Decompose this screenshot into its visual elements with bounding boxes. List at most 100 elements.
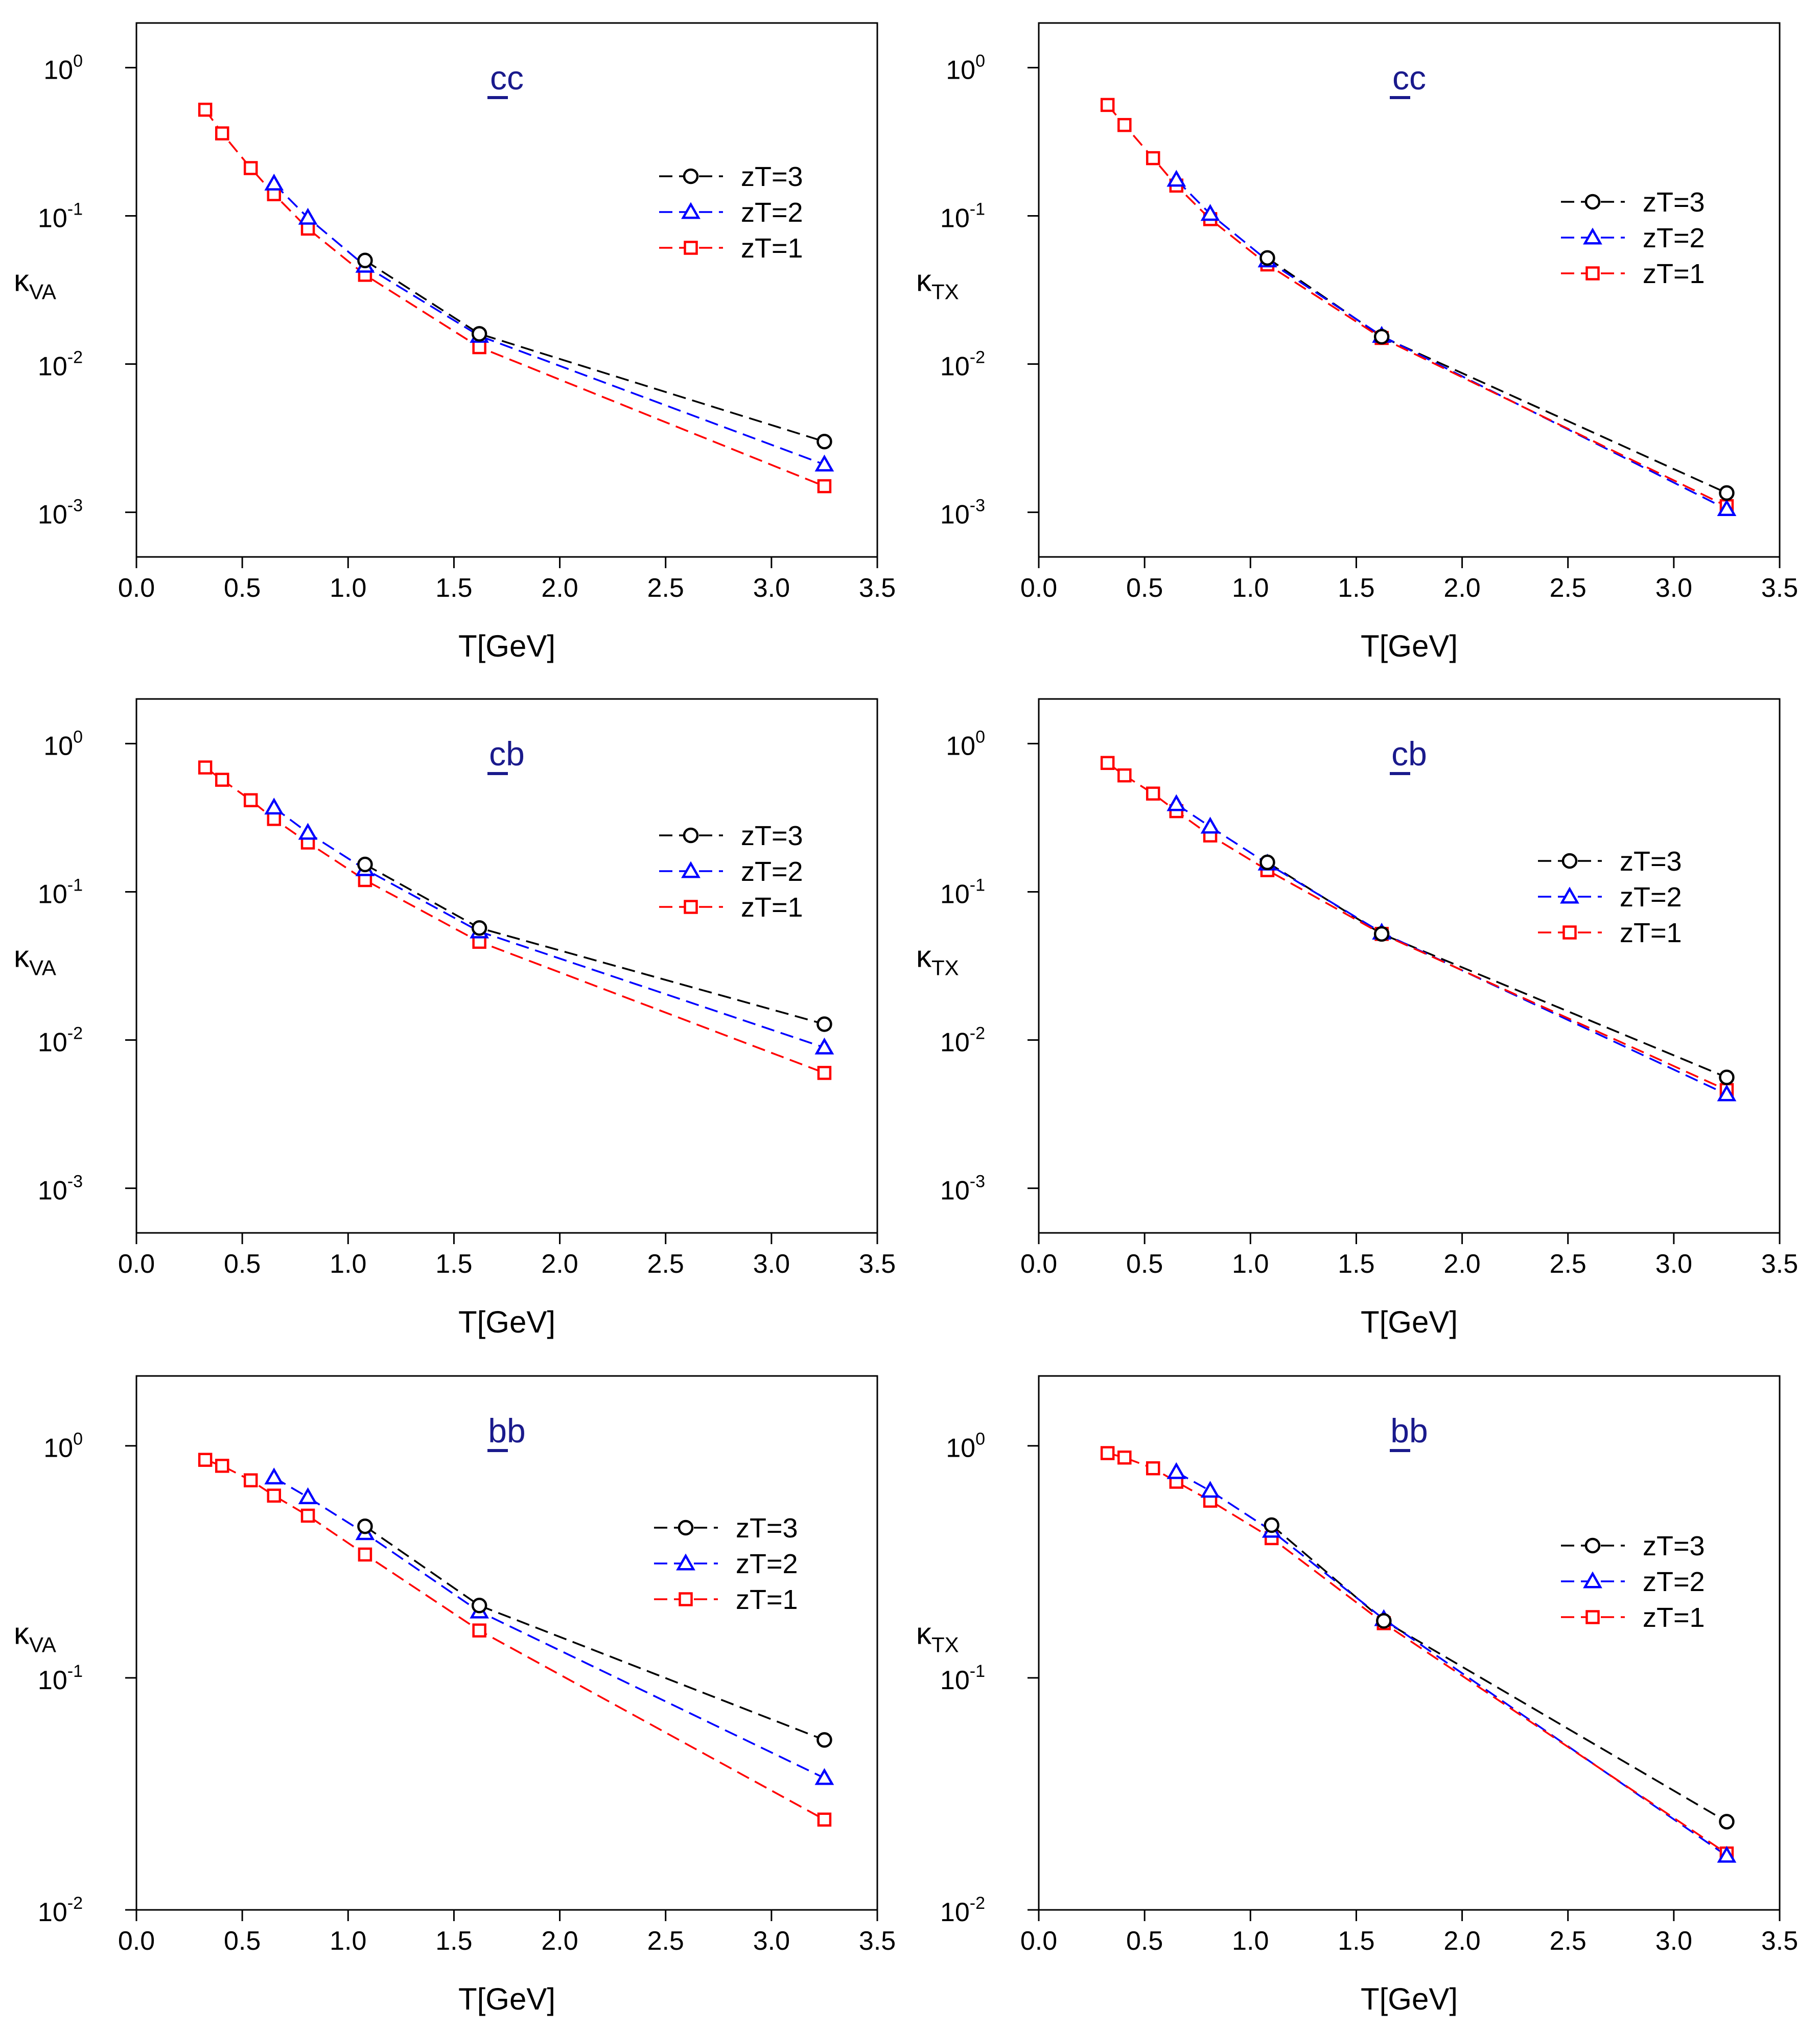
y-tick-exponent: -2: [67, 348, 83, 367]
y-axis-label: κVA: [14, 1617, 56, 1657]
y-axis-kappa: κ: [916, 940, 932, 974]
y-tick-base: 10: [946, 55, 975, 85]
chart-panel-tx-cb: 0.0 0.5 1.0 1.5 2.0 2.5 3.0 3.510-310-210-1100T…: [916, 698, 1798, 1339]
x-axis-label: T[GeV]: [458, 1305, 555, 1339]
y-tick-label: 10-2: [940, 1894, 985, 1927]
y-tick-exponent: -2: [67, 1024, 83, 1043]
data-point-zT=3: [1264, 1517, 1279, 1533]
x-tick-label: 1.5: [435, 1249, 472, 1279]
legend: zT=3 zT=2 zT=1: [1538, 846, 1682, 948]
x-tick-label: 2.5: [647, 1926, 684, 1956]
data-point-zT=1: [472, 340, 486, 355]
legend-marker: [678, 1520, 694, 1536]
x-tick-label: 2.0: [541, 1926, 578, 1956]
panel-title: bb: [488, 1412, 525, 1450]
x-tick-label: 3.0: [1655, 1249, 1692, 1279]
data-point-zT=2: [264, 173, 284, 191]
x-tick-label: 2.5: [1550, 1249, 1586, 1279]
plot-frame: [135, 22, 878, 558]
legend-marker: [683, 827, 699, 844]
x-tick-label: 2.0: [1443, 1249, 1480, 1279]
x-tick-label: 2.0: [1443, 573, 1480, 603]
legend-label: zT=2: [741, 197, 803, 228]
y-tick-base: 10: [940, 203, 970, 233]
data-point-zT=3: [471, 326, 487, 342]
x-axis-label: T[GeV]: [1361, 1982, 1458, 2016]
data-point-zT=1: [1100, 98, 1115, 112]
y-tick-label: 10-2: [38, 1024, 83, 1058]
x-tick-label: 2.5: [1550, 1926, 1586, 1956]
data-point-zT=3: [357, 1518, 373, 1534]
y-tick-base: 10: [38, 879, 67, 909]
x-tick-label: 0.5: [224, 1926, 261, 1956]
series-line-zT=3: [364, 260, 825, 442]
y-axis-label: κTX: [916, 1617, 959, 1657]
data-point-zT=2: [1200, 1481, 1220, 1498]
panel-title: bb: [1390, 1412, 1428, 1450]
data-point-zT=1: [198, 1453, 213, 1467]
panel-title: cb: [489, 735, 525, 773]
data-point-zT=2: [814, 1768, 834, 1785]
legend-marker: [679, 1592, 693, 1606]
panel-title-underlined: b: [1390, 1412, 1409, 1450]
y-tick-label: 100: [946, 51, 985, 85]
legend-label: zT=1: [741, 892, 803, 923]
x-tick-label: 3.5: [859, 573, 896, 603]
panel-title-underlined: c: [490, 59, 507, 97]
x-tick-label: 3.5: [1761, 573, 1798, 603]
data-point-zT=1: [215, 1459, 229, 1473]
x-tick-label: 2.5: [647, 573, 684, 603]
x-tick-label: 0.5: [1126, 573, 1163, 603]
legend: zT=3 zT=2 zT=1: [1561, 187, 1705, 289]
data-point-zT=1: [1117, 768, 1132, 783]
y-tick-exponent: 0: [73, 1430, 83, 1449]
series-line-zT=1: [204, 109, 825, 487]
data-point-zT=1: [215, 773, 229, 787]
data-point-zT=1: [1100, 1446, 1115, 1460]
x-tick-label: 1.0: [1232, 1926, 1269, 1956]
legend-label: zT=2: [1643, 223, 1705, 253]
data-point-zT=1: [1117, 118, 1132, 132]
panel-title-rest: b: [506, 735, 525, 773]
y-axis-subscript: VA: [29, 1633, 56, 1657]
panel-title-rest: c: [1409, 59, 1426, 97]
data-point-zT=2: [1166, 794, 1186, 811]
y-tick-label: 100: [43, 727, 83, 761]
y-tick-exponent: -2: [970, 1894, 985, 1913]
y-tick-label: 100: [946, 1430, 985, 1463]
x-tick-label: 1.5: [1338, 573, 1374, 603]
panel-title-underlined: c: [1392, 59, 1409, 97]
legend: zT=3 zT=2 zT=1: [659, 821, 803, 923]
y-tick-exponent: -2: [67, 1894, 83, 1913]
y-axis-subscript: VA: [29, 956, 56, 980]
legend-label: zT=1: [741, 233, 803, 264]
data-point-zT=1: [300, 1508, 315, 1523]
x-tick-label: 2.5: [647, 1249, 684, 1279]
data-point-zT=3: [1719, 1814, 1735, 1830]
x-tick-label: 3.5: [859, 1249, 896, 1279]
legend-label: zT=2: [1643, 1567, 1705, 1597]
legend-marker: [1561, 853, 1578, 869]
x-axis-label: T[GeV]: [458, 1982, 555, 2016]
x-tick-label: 2.0: [541, 1249, 578, 1279]
data-point-zT=2: [1717, 1846, 1737, 1863]
data-point-zT=2: [1166, 1462, 1186, 1479]
data-point-zT=1: [215, 126, 229, 141]
y-tick-base: 10: [940, 352, 970, 382]
y-tick-base: 10: [940, 879, 970, 909]
y-tick-exponent: 0: [975, 1430, 985, 1449]
legend-label: zT=2: [741, 856, 803, 887]
y-tick-exponent: -3: [67, 496, 83, 516]
data-point-zT=1: [817, 1812, 832, 1827]
y-axis-label: κTX: [916, 940, 959, 980]
x-tick-label: 2.0: [541, 573, 578, 603]
x-tick-label: 1.0: [330, 1249, 366, 1279]
y-tick-base: 10: [38, 352, 67, 382]
data-point-zT=2: [264, 798, 284, 815]
x-tick-label: 0.5: [1126, 1249, 1163, 1279]
data-point-zT=2: [298, 823, 318, 840]
plot-frame: [1038, 1375, 1781, 1911]
y-tick-exponent: -1: [67, 199, 83, 219]
y-tick-exponent: -1: [67, 875, 83, 895]
